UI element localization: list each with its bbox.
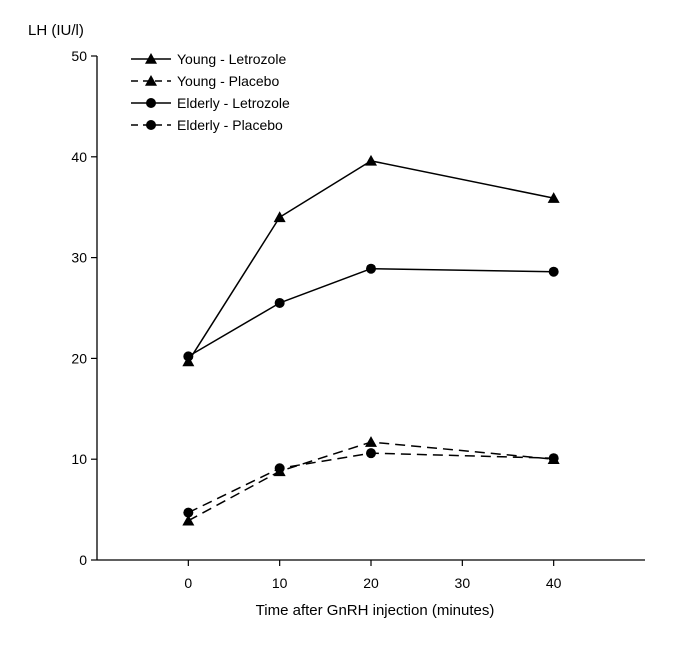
data-point [366,448,376,459]
legend-label: Elderly - Letrozole [177,95,290,111]
data-point [365,436,377,447]
x-tick-label: 10 [272,575,288,591]
y-tick-label: 50 [71,48,87,64]
data-point [366,263,376,274]
legend-label: Elderly - Placebo [177,117,283,133]
legend-label: Young - Letrozole [177,51,286,67]
y-axis-label: LH (IU/l) [28,22,84,39]
axes: 0 10 20 30 40 50 0 10 20 30 40 [71,48,645,591]
series-line [187,267,554,358]
legend-item: Elderly - Letrozole [131,95,290,111]
y-tick-label: 30 [71,250,87,266]
legend-item: Young - Letrozole [131,51,286,67]
legend-item: Elderly - Placebo [131,117,283,133]
x-axis-label: Time after GnRH injection (minutes) [256,602,495,619]
y-tick-label: 20 [71,350,87,366]
data-point [548,453,559,464]
legend-marker [146,98,156,108]
legend-item: Young - Placebo [131,73,279,89]
series-layer [182,154,560,526]
legend-marker [146,120,156,130]
series-line [187,441,554,522]
data-point [548,266,559,277]
data-point [183,351,194,362]
x-tick-label: 30 [455,575,471,591]
data-point [182,514,195,526]
data-point [274,463,285,474]
data-point [547,192,560,203]
data-point [273,211,286,223]
y-tick-label: 0 [79,552,87,568]
series-3 [183,263,559,362]
x-tick-label: 0 [184,575,192,591]
y-tick-label: 10 [71,451,87,467]
legend: Young - Letrozole Young - Placebo Elderly … [131,51,290,133]
series-line [188,452,554,514]
series-1 [182,154,560,367]
data-point [183,507,194,518]
data-point [365,154,377,166]
data-point [274,297,285,308]
legend-label: Young - Placebo [177,73,279,89]
legend-marker [145,75,157,86]
legend-marker [145,53,157,64]
x-tick-label: 20 [363,575,379,591]
x-tick-label: 40 [546,575,562,591]
y-tick-label: 40 [71,149,87,165]
series-line [187,160,554,362]
series-4 [183,448,559,518]
